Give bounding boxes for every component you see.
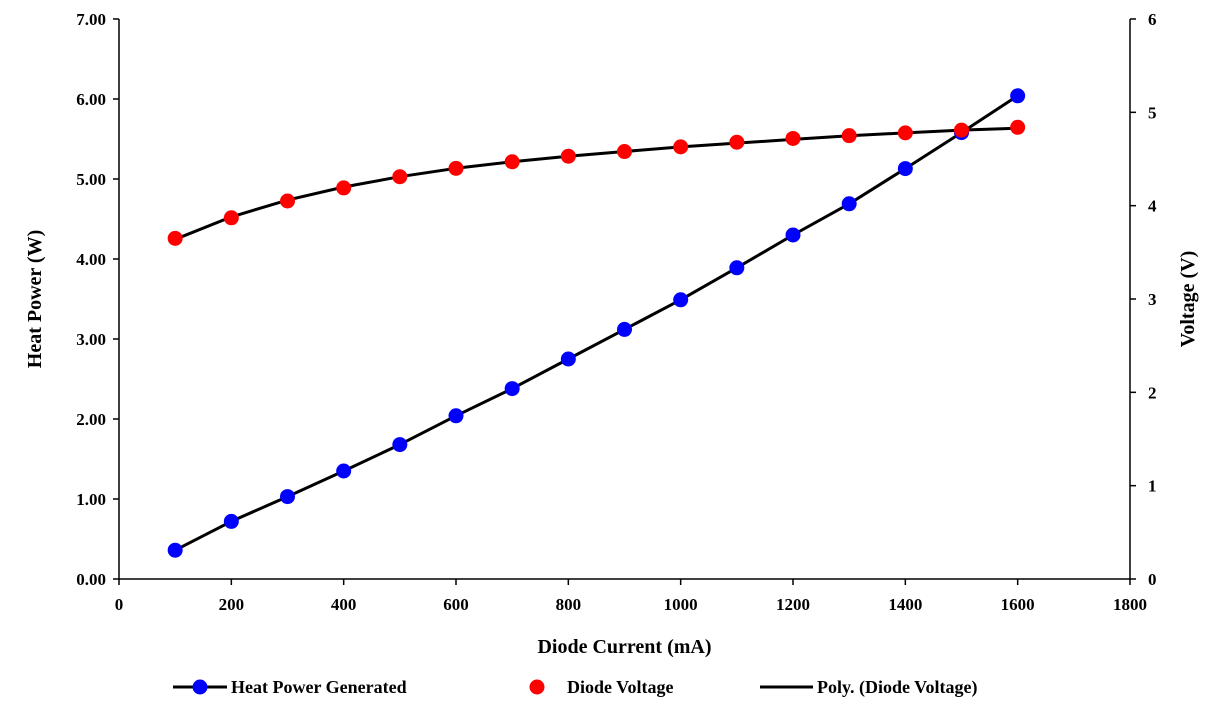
heat-power-point	[560, 351, 576, 367]
y2-axis-title: Voltage (V)	[1177, 251, 1199, 347]
axes: 0 200 400 600 800 1000 1200 1400 1600 1800 0.00 1.0…	[76, 10, 1157, 614]
y-tick-label: 5.00	[76, 170, 106, 189]
diode-voltage-point	[897, 125, 913, 141]
diode-voltage-point	[617, 144, 632, 160]
legend-poly-label: Poly. (Diode Voltage)	[817, 677, 978, 698]
heat-power-point	[785, 227, 801, 243]
y-tick-label: 1.00	[76, 490, 106, 509]
y2-tick-label: 4	[1148, 197, 1157, 216]
diode-voltage-point	[167, 230, 183, 246]
y2-tick-label: 2	[1148, 383, 1157, 402]
y-tick-label: 0.00	[76, 570, 106, 589]
y-tick-label: 3.00	[76, 330, 106, 349]
diode-voltage-point	[841, 128, 857, 144]
legend-heat-label: Heat Power Generated	[231, 677, 407, 697]
y2-tick-label: 6	[1148, 10, 1157, 29]
diode-voltage-point	[448, 160, 464, 176]
heat-power-point	[729, 260, 745, 276]
y-tick-label: 7.00	[76, 10, 106, 29]
heat-power-point	[504, 381, 520, 397]
x-tick-label: 200	[219, 595, 245, 614]
diode-voltage-point	[223, 210, 239, 226]
legend: Heat Power Generated Diode Voltage Poly. (…	[173, 677, 978, 698]
heat-power-point	[841, 196, 857, 212]
heat-power-point	[392, 437, 408, 453]
heat-power-point	[448, 408, 464, 424]
diode-voltage-point	[1010, 119, 1026, 135]
diode-voltage-point	[673, 139, 689, 155]
y-tick-label: 6.00	[76, 90, 106, 109]
x-tick-label: 600	[443, 595, 469, 614]
diode-voltage-point	[336, 180, 352, 196]
legend-voltage-label: Diode Voltage	[567, 677, 674, 697]
x-tick-label: 1000	[664, 595, 698, 614]
x-tick-label: 1200	[776, 595, 810, 614]
y2-tick-label: 3	[1148, 290, 1157, 309]
y2-tick-label: 1	[1148, 477, 1157, 496]
x-tick-label: 1400	[888, 595, 922, 614]
x-tick-label: 0	[115, 595, 124, 614]
diode-voltage-point	[729, 134, 745, 150]
heat-power-point	[673, 292, 689, 308]
heat-power-point	[617, 321, 632, 337]
x-tick-label: 800	[556, 595, 582, 614]
y-axis-title: Heat Power (W)	[24, 230, 46, 368]
diode-voltage-point	[560, 148, 576, 164]
heat-power-point	[336, 463, 352, 479]
x-tick-label: 1800	[1113, 595, 1147, 614]
diode-voltage-point	[280, 193, 295, 209]
heat-power-point	[167, 542, 183, 558]
diode-voltage-point	[785, 130, 801, 146]
y-tick-label: 2.00	[76, 410, 106, 429]
diode-voltage-point	[504, 154, 520, 170]
y2-tick-label: 5	[1148, 103, 1157, 122]
legend-heat-marker	[192, 679, 208, 695]
y2-tick-label: 0	[1148, 570, 1157, 589]
series-layer	[167, 88, 1026, 558]
legend-voltage-marker	[529, 679, 545, 695]
x-tick-label: 1600	[1001, 595, 1035, 614]
x-axis-title: Diode Current (mA)	[537, 636, 711, 658]
y-tick-label: 4.00	[76, 250, 106, 269]
poly-diode-voltage-line	[174, 126, 1018, 241]
heat-power-point	[223, 513, 239, 529]
diode-voltage-point	[392, 169, 408, 185]
diode-voltage-point	[954, 122, 969, 138]
heat-power-line	[174, 94, 1019, 552]
x-tick-label: 400	[331, 595, 357, 614]
heat-power-point	[280, 489, 295, 505]
heat-power-point	[897, 161, 913, 177]
heat-power-point	[1010, 88, 1026, 104]
